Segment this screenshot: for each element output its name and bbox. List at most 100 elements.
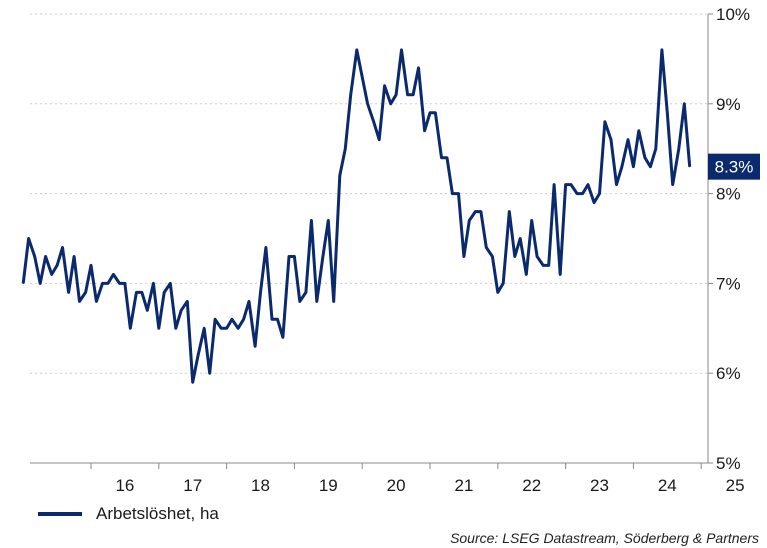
- data-point: [310, 219, 312, 222]
- legend: Arbetslöshet, ha: [38, 504, 219, 524]
- data-point: [553, 184, 555, 186]
- source-note: Source: LSEG Datastream, Söderberg & Par…: [450, 530, 759, 546]
- data-point: [627, 139, 629, 141]
- data-point: [282, 336, 284, 338]
- data-point: [582, 193, 584, 195]
- data-point: [118, 282, 121, 284]
- data-point: [146, 309, 148, 311]
- data-point: [666, 112, 668, 114]
- data-point: [78, 300, 81, 302]
- x-tick-label: 22: [522, 476, 541, 495]
- data-point: [276, 318, 279, 320]
- data-point: [417, 67, 420, 69]
- y-tick-label: 6%: [716, 364, 741, 383]
- data-point: [468, 219, 470, 222]
- data-point: [378, 139, 380, 141]
- data-point: [661, 49, 663, 51]
- data-point: [322, 255, 324, 258]
- data-point: [395, 94, 397, 96]
- legend-swatch: [38, 512, 82, 516]
- data-point: [271, 318, 273, 320]
- data-point: [429, 112, 431, 114]
- data-point: [542, 264, 544, 266]
- data-point: [407, 94, 409, 96]
- data-point: [305, 291, 307, 293]
- data-point: [638, 130, 640, 132]
- y-axis-ticks: 5% 6% 7% 8% 9% 10%: [708, 5, 750, 473]
- data-point: [107, 282, 109, 284]
- data-point: [678, 148, 680, 150]
- data-point: [56, 264, 58, 266]
- data-point: [570, 184, 572, 186]
- data-point: [621, 166, 623, 168]
- data-point: [288, 255, 290, 258]
- data-point: [525, 273, 527, 275]
- data-point: [45, 255, 47, 258]
- data-point: [220, 327, 222, 329]
- data-point: [565, 184, 567, 186]
- data-point: [384, 85, 386, 87]
- data-point: [480, 211, 482, 213]
- data-point: [231, 318, 233, 320]
- data-point: [400, 49, 403, 51]
- data-point: [73, 255, 75, 258]
- data-point: [644, 157, 646, 159]
- data-point: [593, 202, 595, 204]
- data-point: [373, 121, 375, 123]
- data-point: [474, 211, 476, 213]
- data-point: [683, 103, 685, 105]
- data-point: [316, 300, 318, 302]
- data-point: [361, 76, 363, 78]
- data-point: [265, 246, 267, 249]
- data-point: [243, 318, 245, 320]
- legend-label: Arbetslöshet, ha: [96, 504, 219, 523]
- data-point: [457, 193, 460, 195]
- x-tick-label: 19: [319, 476, 338, 495]
- data-point: [491, 255, 493, 258]
- data-point: [531, 219, 533, 222]
- data-point: [68, 291, 70, 293]
- y-tick-label: 7%: [716, 274, 741, 293]
- data-point: [333, 300, 335, 302]
- data-point: [434, 112, 436, 114]
- data-point: [344, 148, 346, 150]
- data-point: [101, 282, 104, 284]
- y-tick-label: 5%: [716, 454, 741, 473]
- axes: [30, 14, 709, 464]
- y-tick-label: 8%: [716, 185, 741, 204]
- data-point: [175, 327, 177, 329]
- x-tick-label: 21: [454, 476, 473, 495]
- line-chart: 16 17 18 19 20 21 22 23 24 25 5% 6% 7% 8% 9% 10% 8.3%: [21, 5, 760, 495]
- data-point: [508, 211, 510, 213]
- data-point: [141, 291, 143, 293]
- data-point: [203, 327, 205, 329]
- data-point: [502, 282, 504, 284]
- data-point: [135, 291, 137, 293]
- data-point: [604, 121, 606, 123]
- data-point: [463, 255, 465, 258]
- data-point: [356, 49, 358, 51]
- data-point: [85, 291, 87, 293]
- data-point: [51, 273, 53, 275]
- x-tick-label: 18: [251, 476, 270, 495]
- data-point: [598, 193, 601, 195]
- data-point: [158, 327, 160, 329]
- data-point: [226, 327, 228, 329]
- data-point: [367, 103, 369, 105]
- data-point: [519, 237, 521, 240]
- data-point: [129, 327, 131, 329]
- data-point: [95, 300, 97, 302]
- data-point: [689, 166, 691, 168]
- data-point: [615, 184, 618, 186]
- y-tick-label: 10%: [716, 5, 750, 24]
- data-point: [254, 345, 256, 347]
- data-point: [248, 300, 250, 302]
- data-point: [632, 166, 635, 168]
- data-point: [39, 282, 41, 284]
- x-tick-label: 16: [115, 476, 134, 495]
- data-point: [214, 318, 216, 320]
- data-point: [152, 282, 154, 284]
- data-point: [90, 264, 92, 266]
- y-tick-label: 9%: [716, 95, 741, 114]
- data-point: [209, 372, 211, 374]
